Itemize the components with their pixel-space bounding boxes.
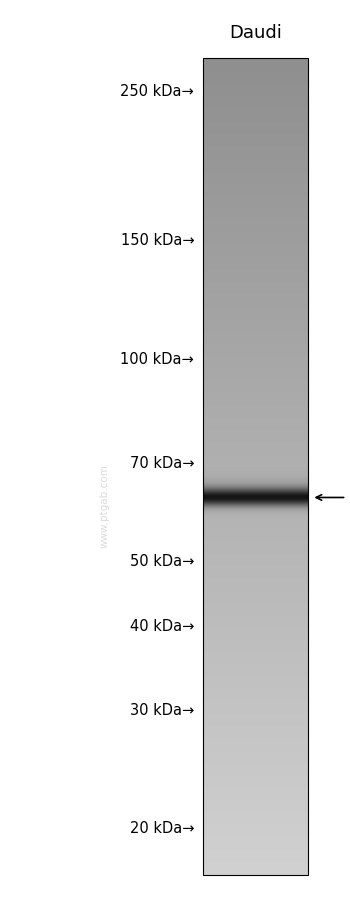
Text: 40 kDa→: 40 kDa→ xyxy=(130,618,194,633)
Text: 150 kDa→: 150 kDa→ xyxy=(121,233,194,248)
Text: 250 kDa→: 250 kDa→ xyxy=(120,84,194,99)
Text: 100 kDa→: 100 kDa→ xyxy=(120,351,194,366)
Text: 30 kDa→: 30 kDa→ xyxy=(130,702,194,717)
Text: www.ptgab.com: www.ptgab.com xyxy=(100,464,110,547)
Text: 50 kDa→: 50 kDa→ xyxy=(130,553,194,568)
Bar xyxy=(203,59,308,875)
Text: 70 kDa→: 70 kDa→ xyxy=(130,456,194,470)
Text: 20 kDa→: 20 kDa→ xyxy=(130,820,194,835)
Text: Daudi: Daudi xyxy=(229,24,282,42)
